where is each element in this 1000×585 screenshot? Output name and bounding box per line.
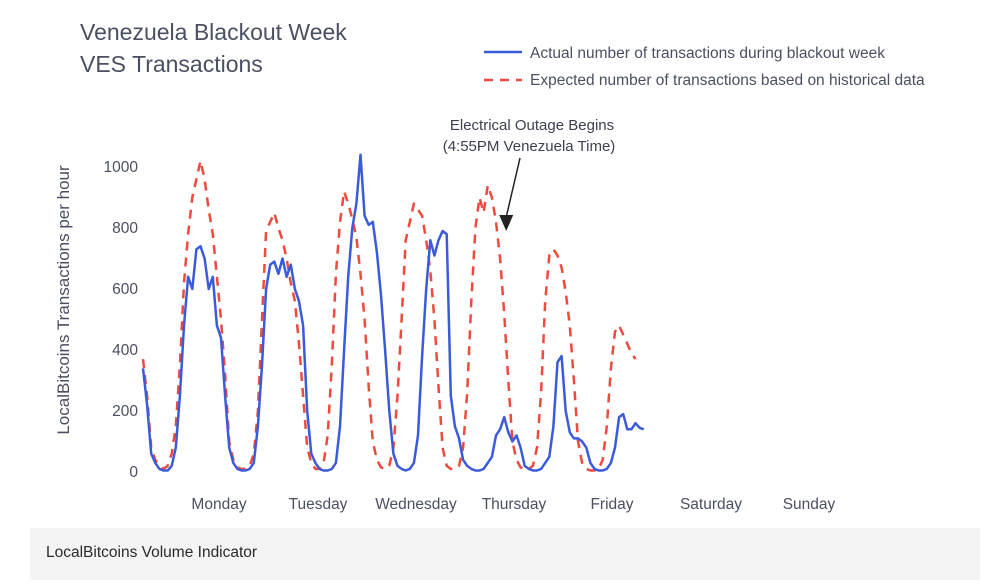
legend-expected-label: Expected number of transactions based on… [530, 72, 925, 89]
legend: Actual number of transactions during bla… [484, 45, 925, 89]
y-tick-label: 400 [112, 342, 138, 359]
y-tick-label: 1000 [104, 159, 139, 176]
chart-title-line-1: Venezuela Blackout Week [80, 19, 347, 45]
chart-title: Venezuela Blackout Week VES Transactions [80, 19, 347, 77]
chart-title-line-2: VES Transactions [80, 51, 263, 77]
x-tick-label-saturday: Saturday [680, 496, 742, 513]
annotation-line-2: (4:55PM Venezuela Time) [443, 138, 616, 155]
caption-text: LocalBitcoins Volume Indicator [46, 544, 258, 561]
series-expected-line [141, 159, 637, 472]
annotation-arrow-line [505, 157, 521, 218]
x-tick-label-tuesday: Tuesday [289, 496, 348, 513]
annotation-arrow-head [499, 215, 514, 232]
y-tick-label: 800 [112, 220, 138, 237]
legend-actual-label: Actual number of transactions during bla… [530, 45, 885, 62]
y-axis-label: LocalBitcoins Transactions per hour [54, 165, 73, 435]
annotation-line-1: Electrical Outage Begins [450, 117, 614, 134]
caption-bar: LocalBitcoins Volume Indicator [30, 528, 980, 580]
x-tick-label-sunday: Sunday [783, 496, 836, 513]
outage-annotation: Electrical Outage Begins (4:55PM Venezue… [443, 117, 616, 232]
series-actual-line [141, 153, 645, 472]
x-axis-ticks: Monday Tuesday Wednesday Thursday Friday Satu… [191, 496, 835, 513]
y-tick-label: 0 [129, 464, 138, 481]
y-tick-label: 200 [112, 403, 138, 420]
x-tick-label-friday: Friday [590, 496, 633, 513]
x-tick-label-wednesday: Wednesday [375, 496, 457, 513]
y-tick-label: 600 [112, 281, 138, 298]
series-group [141, 153, 645, 472]
y-axis-ticks: 0 200 400 600 800 1000 [104, 159, 139, 481]
x-tick-label-monday: Monday [191, 496, 246, 513]
x-tick-label-thursday: Thursday [482, 496, 547, 513]
